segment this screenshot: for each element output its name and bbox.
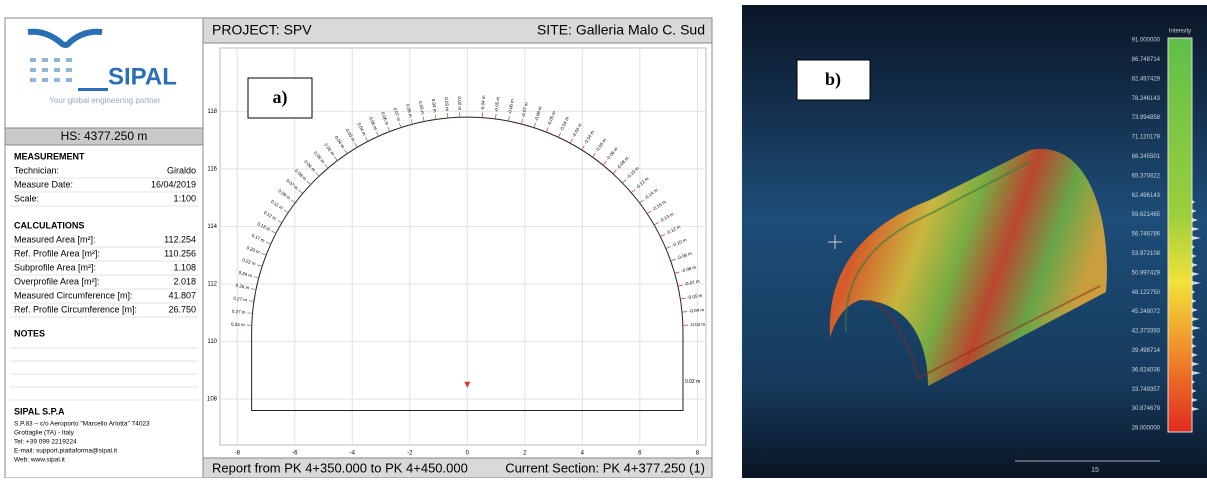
- scale-label: 36.624036: [1132, 367, 1161, 373]
- x-tick-label: -4: [350, 451, 356, 457]
- scale-label: 59.621465: [1132, 212, 1161, 218]
- deviation-label: -0.04 m: [480, 95, 486, 111]
- scale-label: 73.994858: [1132, 115, 1161, 121]
- scale-label: 28.000000: [1132, 426, 1161, 432]
- floor-label: 0.02 m: [685, 379, 700, 385]
- scale-label: 50.997429: [1132, 270, 1161, 276]
- panel-label: b): [825, 69, 841, 90]
- hs: HS: 4377.250 m: [61, 129, 148, 143]
- company-line: E-mail: support.piattaforma@sipal.it: [14, 448, 117, 455]
- scale-title: Intensity: [1169, 29, 1191, 35]
- section-title: NOTES: [14, 328, 45, 338]
- y-tick-label: 116: [207, 166, 217, 172]
- scale-label: 42.373393: [1132, 329, 1161, 335]
- scale-label: 86.748714: [1132, 57, 1161, 63]
- y-tick-label: 112: [207, 281, 217, 287]
- logo-bar: [78, 88, 108, 91]
- row-label: Measured Circumference [m]:: [14, 290, 133, 300]
- x-tick-label: -8: [235, 451, 241, 457]
- deviation-label: 0.02 m: [457, 96, 462, 110]
- footer-section: Current Section: PK 4+377.250 (1): [505, 460, 705, 475]
- scale-label: 68.245501: [1132, 154, 1161, 160]
- y-tick-label: 118: [207, 109, 217, 115]
- scale-label: 45.248072: [1132, 309, 1161, 315]
- scale-label: 56.746786: [1132, 232, 1161, 238]
- row-label: Scale:: [14, 193, 39, 203]
- x-tick-label: -6: [292, 451, 298, 457]
- row-label: Ref. Profile Circumference [m]:: [14, 304, 137, 314]
- page: SIPAL Your global engineering partner HS…: [0, 0, 1207, 483]
- scale-label: 30.874679: [1132, 406, 1161, 412]
- row-value: 26.750: [168, 304, 196, 314]
- row-label: Measured Area [m²]:: [14, 234, 96, 244]
- company-line: Tel: +39 099 2219224: [14, 439, 77, 446]
- color-scale: [1168, 38, 1192, 432]
- row-label: Technician:: [14, 165, 59, 175]
- scale-label: 48.122750: [1132, 290, 1161, 296]
- row-label: Ref. Profile Area [m²]:: [14, 248, 100, 258]
- figure: SIPAL Your global engineering partner HS…: [0, 0, 1207, 478]
- scale-label: 62.496143: [1132, 193, 1161, 199]
- row-label: Overprofile Area [m²]:: [14, 276, 100, 286]
- row-value: 41.807: [168, 290, 196, 300]
- scale-label: 39.498714: [1132, 348, 1161, 354]
- footer-report: Report from PK 4+350.000 to PK 4+450.000: [212, 460, 468, 475]
- section-title: MEASUREMENT: [14, 151, 85, 161]
- scale-label: 91.000000: [1132, 38, 1161, 44]
- y-tick-label: 110: [207, 339, 217, 345]
- site: SITE: Galleria Malo C. Sud: [537, 22, 705, 38]
- row-value: 16/04/2019: [151, 179, 196, 189]
- company-line: Web: www.sipal.it: [14, 457, 65, 464]
- company-line: S.P.83 – c/o Aeroporto "Marcello Arlotta…: [14, 421, 150, 428]
- deviation-label: 0.24 m: [231, 322, 245, 327]
- row-value: 1:100: [173, 193, 196, 203]
- scale-label: 82.497429: [1132, 76, 1161, 82]
- project: PROJECT: SPV: [212, 22, 312, 38]
- y-tick-label: 114: [207, 224, 217, 230]
- row-value: 1.108: [173, 262, 196, 272]
- row-label: Subprofile Area [m²]:: [14, 262, 96, 272]
- deviation-label: -0.03 m: [690, 322, 706, 328]
- logo-name: SIPAL: [108, 63, 177, 90]
- x-tick-label: -2: [407, 451, 413, 457]
- row-value: Giraldo: [167, 165, 196, 175]
- row-value: 2.018: [173, 276, 196, 286]
- company-name: SIPAL S.P.A: [14, 406, 65, 416]
- scale-label: 65.370822: [1132, 173, 1161, 179]
- scale-bar-label: 15: [1091, 467, 1099, 474]
- logo-tagline: Your global engineering partner: [49, 96, 161, 105]
- scale-label: 33.749357: [1132, 387, 1161, 393]
- y-tick-label: 108: [207, 397, 218, 403]
- row-value: 112.254: [164, 234, 196, 244]
- scale-label: 78.246143: [1132, 96, 1161, 102]
- company-line: Grottaglie (TA) - Italy: [14, 430, 75, 437]
- row-label: Measure Date:: [14, 179, 73, 189]
- scale-label: 71.120179: [1132, 135, 1161, 141]
- section-title: CALCULATIONS: [14, 220, 84, 230]
- panel-label: a): [273, 87, 288, 108]
- row-value: 110.256: [164, 248, 196, 258]
- scale-label: 53.872108: [1132, 251, 1161, 257]
